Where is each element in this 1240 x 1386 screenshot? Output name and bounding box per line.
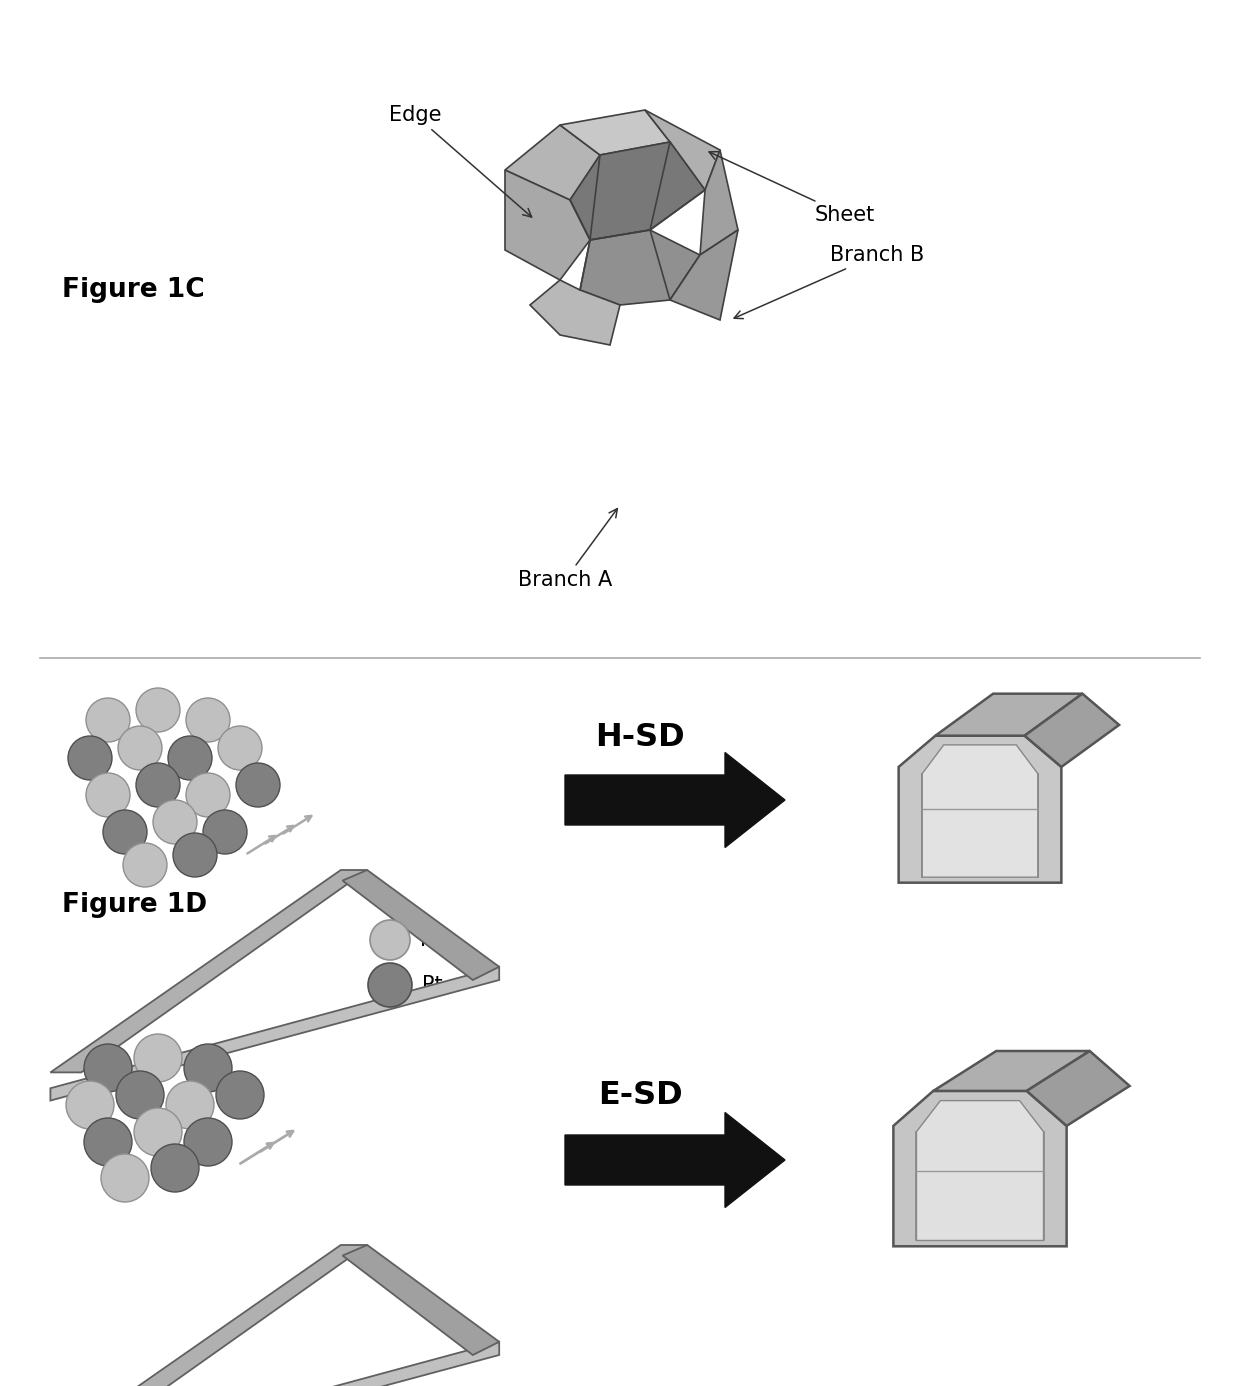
FancyArrow shape [565, 1113, 785, 1207]
Circle shape [184, 1044, 232, 1092]
Polygon shape [645, 109, 720, 190]
Polygon shape [342, 1245, 500, 1356]
Circle shape [203, 809, 247, 854]
Circle shape [136, 687, 180, 732]
Circle shape [186, 773, 229, 816]
Polygon shape [560, 109, 670, 155]
Circle shape [134, 1034, 182, 1082]
Circle shape [236, 764, 280, 807]
Text: Pt: Pt [422, 974, 443, 995]
Polygon shape [51, 967, 500, 1100]
Polygon shape [342, 870, 500, 980]
Circle shape [86, 699, 130, 742]
Polygon shape [51, 1245, 367, 1386]
Text: Figure 1D: Figure 1D [62, 893, 207, 918]
Polygon shape [701, 150, 738, 255]
Text: Branch B: Branch B [734, 245, 924, 319]
Circle shape [100, 1155, 149, 1202]
Polygon shape [921, 744, 1038, 877]
Polygon shape [916, 1100, 1044, 1240]
Circle shape [86, 773, 130, 816]
Polygon shape [1027, 1051, 1130, 1125]
Polygon shape [1024, 693, 1120, 766]
Circle shape [186, 699, 229, 742]
Circle shape [153, 800, 197, 844]
Text: E-SD: E-SD [598, 1080, 682, 1110]
Polygon shape [893, 1091, 1066, 1246]
Polygon shape [51, 1342, 500, 1386]
Circle shape [66, 1081, 114, 1130]
FancyArrow shape [565, 753, 785, 847]
Polygon shape [580, 230, 701, 305]
Circle shape [368, 963, 412, 1008]
Circle shape [151, 1143, 198, 1192]
Circle shape [184, 1119, 232, 1166]
Polygon shape [670, 230, 738, 320]
Polygon shape [935, 693, 1083, 736]
Text: Figure 1C: Figure 1C [62, 277, 205, 304]
Polygon shape [51, 870, 367, 1073]
Polygon shape [899, 736, 1061, 883]
Polygon shape [570, 141, 706, 240]
Circle shape [174, 833, 217, 877]
Text: Ni: Ni [420, 930, 441, 949]
Polygon shape [505, 170, 590, 280]
Circle shape [123, 843, 167, 887]
Circle shape [218, 726, 262, 771]
Circle shape [167, 736, 212, 780]
Circle shape [370, 920, 410, 960]
Polygon shape [670, 230, 738, 299]
Circle shape [136, 764, 180, 807]
Polygon shape [505, 125, 600, 200]
Polygon shape [934, 1051, 1090, 1091]
Circle shape [118, 726, 162, 771]
Circle shape [84, 1119, 131, 1166]
Polygon shape [529, 280, 620, 345]
Circle shape [84, 1044, 131, 1092]
Text: H-SD: H-SD [595, 722, 684, 754]
Circle shape [134, 1107, 182, 1156]
Circle shape [166, 1081, 215, 1130]
Text: Edge: Edge [389, 105, 532, 218]
Circle shape [68, 736, 112, 780]
Circle shape [117, 1071, 164, 1119]
Text: Branch A: Branch A [518, 509, 618, 590]
Text: Sheet: Sheet [709, 151, 875, 225]
Circle shape [103, 809, 148, 854]
Circle shape [216, 1071, 264, 1119]
